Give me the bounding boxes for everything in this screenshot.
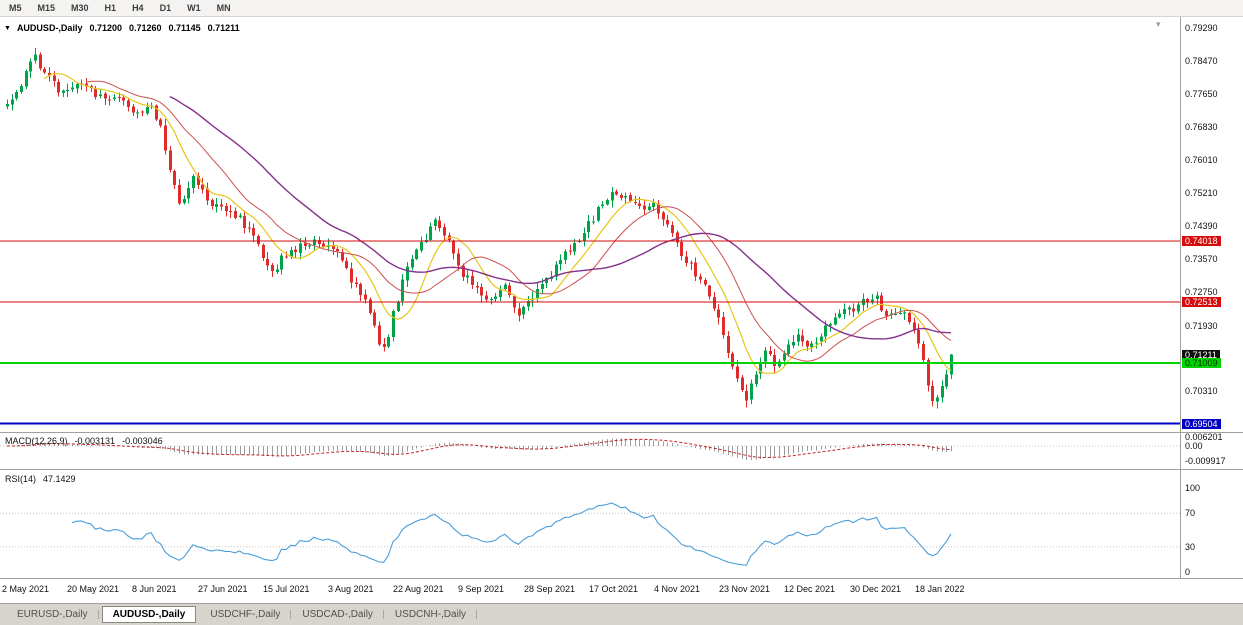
symbol-dropdown-icon[interactable]: ▼ [4,24,11,32]
date-axis-label: 4 Nov 2021 [654,584,701,594]
price-level-badge: 0.69504 [1182,418,1221,429]
macd-label: MACD(12,26,9) [5,436,68,446]
chart-tab-audusd[interactable]: AUDUSD-,Daily [101,606,197,623]
chart-tab-bar: EURUSD-,Daily AUDUSD-,Daily USDCHF-,Daily U… [0,603,1243,625]
date-axis-label: 22 Aug 2021 [393,584,444,594]
chart-tab-eurusd[interactable]: EURUSD-,Daily [6,606,99,623]
timeframe-button-m5[interactable]: M5 [9,3,22,13]
date-axis-label: 28 Sep 2021 [524,584,576,594]
timeframe-button-h4[interactable]: H4 [132,3,144,13]
price-axis-label: 0.70310 [1185,386,1218,397]
date-axis-label: 30 Dec 2021 [850,584,902,594]
macd-chart[interactable] [0,433,1180,469]
chart-symbol-label: AUDUSD-,Daily [16,23,83,33]
ohlc-open: 0.71200 [89,23,122,33]
date-axis-label: 8 Jun 2021 [132,584,177,594]
date-axis-label: 27 Jun 2021 [198,584,248,594]
chart-tab-usdcad[interactable]: USDCAD-,Daily [291,606,384,623]
timeframe-toolbar: M5 M15 M30 H1 H4 D1 W1 MN [0,0,1243,17]
price-axis-label: 0.72750 [1185,287,1218,298]
date-axis-label: 17 Oct 2021 [589,584,639,594]
rsi-chart[interactable] [0,470,1180,578]
date-axis-label: 3 Aug 2021 [328,584,374,594]
price-level-badge: 0.71211 [1182,349,1220,360]
price-level-badge: 0.72513 [1182,296,1221,307]
price-axis-label: 0.75210 [1185,187,1218,198]
price-axis-label: 0.76830 [1185,122,1218,133]
chart-tab-usdcnh[interactable]: USDCNH-,Daily [384,606,478,623]
ohlc-close: 0.71211 [207,23,240,33]
macd-value-signal: -0.003046 [122,436,163,446]
timeframe-button-h1[interactable]: H1 [104,3,117,13]
timeframe-button-m15[interactable]: M15 [37,3,56,13]
rsi-axis-label: 30 [1185,541,1196,552]
rsi-value: 47.1429 [43,474,76,484]
timeframe-button-mn[interactable]: MN [216,3,231,13]
chart-tab-usdchf[interactable]: USDCHF-,Daily [199,606,292,623]
date-axis-label: 18 Jan 2022 [915,584,965,594]
timeframe-button-m30[interactable]: M30 [71,3,89,13]
date-axis-label: 12 Dec 2021 [784,584,836,594]
rsi-axis-label: 70 [1185,508,1196,519]
timeframe-button-d1[interactable]: D1 [159,3,172,13]
price-axis-label: 0.74390 [1185,220,1218,231]
price-axis-label: 0.71930 [1185,320,1218,331]
rsi-label: RSI(14) [5,474,37,484]
date-axis-label: 23 Nov 2021 [719,584,771,594]
rsi-axis-label: 0 [1185,567,1191,577]
price-axis-label: 0.77650 [1185,88,1218,99]
date-axis: 2 May 2021 20 May 2021 8 Jun 2021 27 Jun 20… [0,579,1180,603]
chart-window: ▼ AUDUSD-,Daily 0.71200 0.71260 0.71145 … [0,17,1243,603]
price-axis: 0.79290 0.78470 0.77650 0.76830 0.76010 0.752… [1180,17,1243,578]
chart-scroll-icon[interactable]: ▾ [1156,19,1161,29]
price-axis-label: 0.78470 [1185,55,1218,66]
ohlc-high: 0.71260 [129,23,162,33]
price-level-badge: 0.74018 [1182,236,1221,246]
candlestick-chart[interactable] [0,17,1180,432]
date-axis-label: 20 May 2021 [67,584,120,594]
pane-separator[interactable] [0,432,1243,433]
macd-title: MACD(12,26,9) -0.003131 -0.003046 [5,436,163,446]
price-axis-label: 0.76010 [1185,155,1218,166]
pane-separator[interactable] [0,578,1243,579]
date-axis-label: 2 May 2021 [2,584,50,594]
price-axis-label: 0.79290 [1185,22,1218,33]
macd-value-main: -0.003131 [74,436,116,446]
timeframe-button-w1[interactable]: W1 [187,3,201,13]
macd-axis-label: 0.006201 [1185,431,1223,442]
rsi-title: RSI(14) 47.1429 [5,474,76,484]
rsi-axis-label: 100 [1185,483,1201,493]
price-level-badge: 0.71009 [1182,357,1221,368]
pane-separator[interactable] [0,469,1243,470]
chart-title: ▼ AUDUSD-,Daily 0.71200 0.71260 0.71145 … [4,23,240,33]
date-axis-label: 15 Jul 2021 [263,584,310,594]
ohlc-low: 0.71145 [168,23,201,33]
price-axis-label: 0.73570 [1185,254,1218,265]
macd-axis-label: -0.009917 [1185,455,1226,466]
date-axis-label: 9 Sep 2021 [458,584,505,594]
macd-axis-label: 0.00 [1185,441,1203,451]
